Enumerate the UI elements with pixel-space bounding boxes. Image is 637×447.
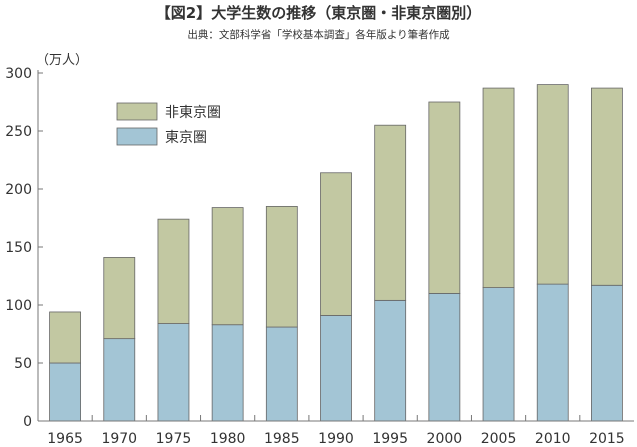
y-axis-label: （万人） [36,53,88,68]
bar-non-tokyo [211,207,244,326]
bar-tokyo [265,326,298,422]
bar-non-tokyo [591,87,623,286]
bar-tokyo [536,283,569,422]
bar-non-tokyo [157,218,190,324]
legend-swatch [116,102,158,121]
bar-tokyo [591,284,623,422]
x-tick-label: 1995 [372,431,408,447]
y-tick-label: 300 [5,66,32,82]
bar-non-tokyo [320,172,352,316]
bar-tokyo [320,315,352,422]
x-tick-label: 1990 [318,431,354,447]
bar-non-tokyo [103,257,136,340]
bar-non-tokyo [482,87,515,289]
bar-non-tokyo [428,101,461,294]
x-tick-label: 1975 [156,431,192,447]
x-tick-label: 1980 [210,431,246,447]
bar-non-tokyo [265,205,298,328]
legend-label: 東京圏 [165,130,207,146]
y-tick-label: 0 [23,414,32,430]
bar-tokyo [374,299,407,422]
bar-tokyo [49,362,81,422]
x-tick-label: 1965 [47,431,83,447]
bar-tokyo [103,338,136,422]
x-tick-label: 2010 [535,431,571,447]
legend-swatch [116,127,158,146]
y-tick-label: 150 [5,240,32,256]
bar-non-tokyo [536,84,569,285]
bar-tokyo [157,323,190,422]
x-tick-label: 1985 [264,431,300,447]
chart-title: 【図2】大学生数の推移（東京圏・非東京圏別） [155,4,482,22]
x-tick-label: 2000 [427,431,463,447]
y-tick-label: 100 [5,298,32,314]
bar-tokyo [211,324,244,422]
x-tick-label: 2015 [589,431,625,447]
y-tick-label: 200 [5,182,32,198]
chart-subtitle: 出典：文部科学省「学校基本調査」各年版より筆者作成 [187,29,450,41]
x-tick-label: 1970 [101,431,137,447]
bar-tokyo [428,292,461,422]
y-tick-label: 250 [5,124,32,140]
bar-tokyo [482,287,515,422]
legend-label: 非東京圏 [165,105,221,121]
y-tick-label: 50 [14,356,32,372]
x-tick-label: 2005 [481,431,517,447]
bar-non-tokyo [49,311,81,364]
bar-non-tokyo [374,124,407,301]
